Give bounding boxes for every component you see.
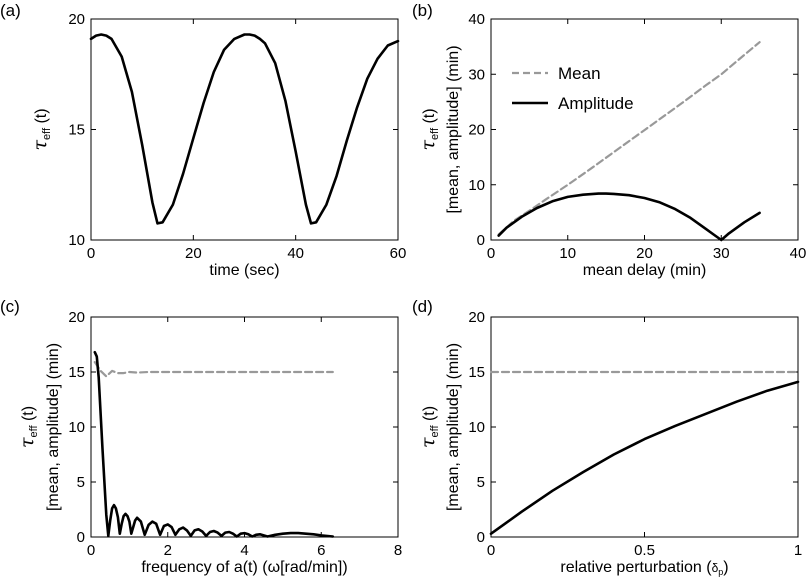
chart-panel-b: (b) 0 10 20 30 40 0 10 20 30 40 mean delay (min) τef… xyxy=(412,1,806,279)
y-tick-label: 15 xyxy=(68,122,85,139)
x-tick-label: 6 xyxy=(317,542,325,559)
x-tick-label: 40 xyxy=(790,245,807,262)
y-tick-label: 15 xyxy=(468,364,485,381)
chart-panel-c: (c) 0 2 4 6 8 0 5 10 15 20 frequency of a(t) (ω[rad… xyxy=(0,297,402,576)
panel-label: (b) xyxy=(412,1,433,20)
x-tick-label: 0 xyxy=(487,542,495,559)
y-axis-label: τeff (t) xyxy=(417,406,441,448)
y-tick-label: 10 xyxy=(68,419,85,436)
panel-label: (d) xyxy=(412,297,433,316)
y-tick-label: 20 xyxy=(468,122,485,139)
panel-label: (a) xyxy=(0,1,21,20)
x-tick-label: 10 xyxy=(559,245,576,262)
x-axis-label: time (sec) xyxy=(209,262,279,279)
legend-label: Mean xyxy=(558,64,601,83)
y-tick-label: 0 xyxy=(477,529,485,546)
y-tick-label: 15 xyxy=(68,364,85,381)
series-line-mean xyxy=(497,41,761,236)
panel-label: (c) xyxy=(0,297,20,316)
y-tick-label: 40 xyxy=(468,11,485,28)
y-tick-label: 0 xyxy=(77,529,85,546)
y-axis-label: τeff (t) xyxy=(417,108,441,150)
legend-label: Amplitude xyxy=(558,94,634,113)
x-tick-label: 4 xyxy=(240,542,248,559)
y-tick-label: 5 xyxy=(77,474,85,491)
chart-panel-a: (a) 0 20 40 60 10 15 20 time (sec) τeff (t) xyxy=(0,1,406,279)
axes-box xyxy=(90,18,399,241)
y-tick-label: 10 xyxy=(468,177,485,194)
x-tick-label: 0 xyxy=(87,245,95,262)
y-axis-label-secondary: [mean, amplitude] (min) xyxy=(445,45,462,213)
x-axis-label: relative perturbation (δp) xyxy=(560,559,728,577)
axes-box xyxy=(490,316,799,538)
x-tick-label: 30 xyxy=(713,245,730,262)
y-axis-label-secondary: [mean, amplitude] (min) xyxy=(45,343,62,511)
y-axis-label-secondary: [mean, amplitude] (min) xyxy=(445,343,462,511)
y-axis-label: τeff (t) xyxy=(16,406,40,448)
y-tick-label: 10 xyxy=(468,419,485,436)
y-tick-label: 0 xyxy=(477,232,485,249)
x-tick-label: 20 xyxy=(185,245,202,262)
y-axis-label: τeff (t) xyxy=(29,108,53,150)
x-tick-label: 0 xyxy=(87,542,95,559)
y-tick-label: 30 xyxy=(468,66,485,83)
series-line-amplitude xyxy=(497,192,761,242)
x-tick-label: 20 xyxy=(636,245,653,262)
series-line-mean xyxy=(93,361,334,378)
x-tick-label: 0 xyxy=(487,245,495,262)
y-tick-label: 20 xyxy=(68,309,85,326)
series-line-amplitude xyxy=(93,350,335,538)
x-tick-label: 8 xyxy=(394,542,402,559)
x-axis-label: mean delay (min) xyxy=(583,262,707,279)
x-tick-label: 1 xyxy=(794,542,802,559)
x-tick-label: 60 xyxy=(390,245,407,262)
x-axis-label: frequency of a(t) (ω[rad/min]) xyxy=(141,559,347,576)
y-tick-label: 20 xyxy=(468,309,485,326)
y-tick-label: 20 xyxy=(68,11,85,28)
y-tick-label: 5 xyxy=(477,474,485,491)
x-tick-label: 40 xyxy=(287,245,304,262)
series-line-amplitude xyxy=(489,380,800,536)
x-tick-label: 2 xyxy=(164,542,172,559)
y-tick-label: 10 xyxy=(68,232,85,249)
x-tick-label: 0.5 xyxy=(634,542,655,559)
axes-box xyxy=(90,316,399,538)
series-line-main xyxy=(89,33,400,225)
